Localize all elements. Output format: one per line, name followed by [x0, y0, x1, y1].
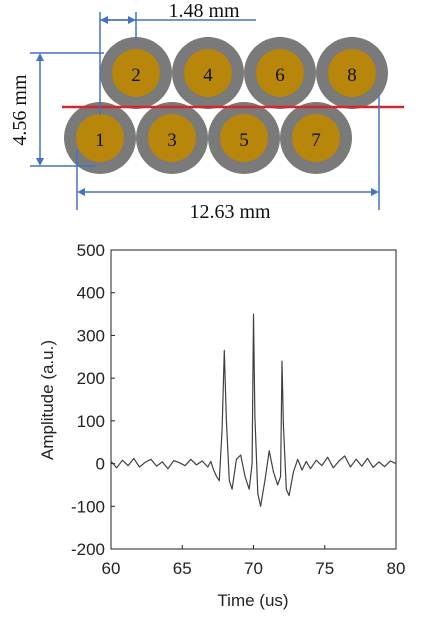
pitch-arrow-right: [128, 16, 136, 24]
wire-3-core: [148, 114, 196, 162]
x-tick-label: 75: [315, 559, 334, 578]
width-arrow-left: [77, 188, 85, 196]
wire-7: 7: [280, 102, 352, 174]
y-tick-label: 400: [77, 284, 105, 303]
wire-6: 6: [244, 37, 316, 109]
wire-7-label: 7: [311, 130, 321, 151]
wire-8-label: 8: [347, 65, 357, 86]
signal-series-line: [110, 313, 397, 507]
wire-4-core: [184, 49, 232, 97]
wire-5: 5: [208, 102, 280, 174]
wire-5-core: [220, 114, 268, 162]
x-tick-label: 80: [387, 559, 406, 578]
pitch-dimension-label: 1.48 mm: [168, 0, 240, 22]
y-axis-label: Amplitude (a.u.): [38, 340, 57, 460]
x-tick-label: 65: [173, 559, 192, 578]
signal-chart: 60 65 70 75 80 -200 -100 0 100 200 300 400 500 Time…: [38, 241, 405, 610]
y-axis-ticks: -200 -100 0 100 200 300 400 500: [71, 241, 115, 559]
height-arrow-bottom: [36, 158, 44, 166]
x-axis-ticks: 60 65 70 75 80: [102, 545, 406, 578]
height-dimension: [30, 52, 104, 167]
height-arrow-top: [36, 53, 44, 61]
wire-6-label: 6: [275, 65, 285, 86]
wire-4: 4: [172, 37, 244, 109]
width-dimension-label: 12.63 mm: [189, 201, 271, 223]
wire-3: 3: [136, 102, 208, 174]
wire-2-core: [112, 49, 160, 97]
x-tick-label: 70: [244, 559, 263, 578]
x-tick-label: 60: [102, 559, 121, 578]
plot-frame: [110, 249, 397, 550]
width-dimension: [76, 95, 380, 210]
wire-2-label: 2: [131, 65, 141, 86]
width-arrow-right: [371, 188, 379, 196]
y-tick-label: -200: [71, 540, 105, 559]
y-tick-label: 200: [77, 369, 105, 388]
wire-8: 8: [316, 37, 388, 109]
wire-8-core: [328, 49, 376, 97]
y-tick-label: 100: [77, 412, 105, 431]
wire-6-core: [256, 49, 304, 97]
wire-1-core: [76, 114, 124, 162]
y-tick-label: 300: [77, 326, 105, 345]
wire-5-label: 5: [239, 130, 249, 151]
pitch-arrow-left: [100, 16, 108, 24]
y-tick-label: 0: [96, 455, 105, 474]
pitch-dimension: [99, 12, 256, 115]
y-tick-label: -100: [71, 497, 105, 516]
wire-3-label: 3: [167, 130, 177, 151]
cable-diagram: 2 4 6 8 1 3 5: [9, 0, 404, 223]
wire-1: 1: [64, 102, 136, 174]
wire-1-label: 1: [95, 130, 105, 151]
y-tick-label: 500: [77, 241, 105, 260]
wire-2: 2: [100, 37, 172, 109]
wire-7-core: [292, 114, 340, 162]
x-axis-label: Time (us): [217, 591, 288, 610]
height-dimension-label: 4.56 mm: [9, 74, 31, 146]
wire-4-label: 4: [203, 65, 213, 86]
